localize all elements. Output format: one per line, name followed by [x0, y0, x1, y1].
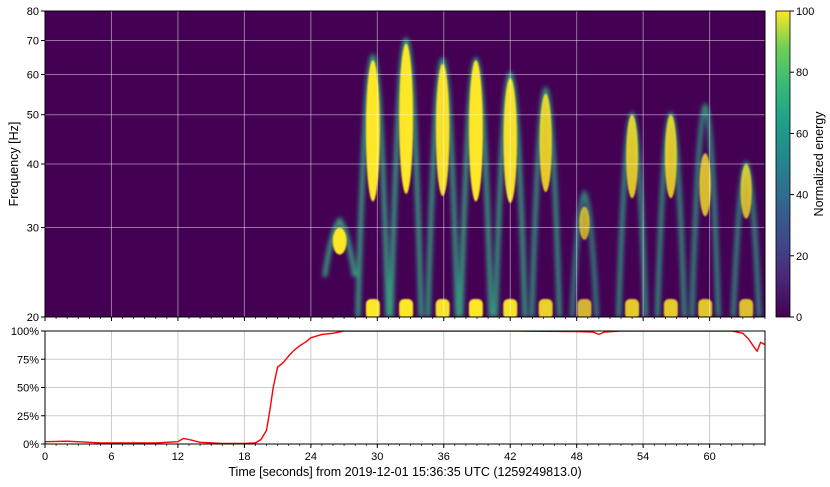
colorbar-gradient: [775, 10, 791, 318]
percentage-line: [45, 331, 765, 444]
spectrogram-low-blob: [468, 299, 483, 317]
feature-glow-layer: [322, 36, 762, 317]
percentage-x-ticks: 0 6 12 18 24 30 36 42 48 54 60: [42, 444, 766, 463]
spectrogram-hotspot: [468, 60, 483, 202]
spectrogram-arch-highlight: [323, 218, 356, 277]
percentage-y-tick-label: 0%: [23, 439, 39, 451]
spectrogram-arch-highlight: [426, 58, 459, 317]
colorbar-ticks: 0 20 40 60 80 100: [790, 6, 814, 324]
spectrogram-arch-highlight: [732, 162, 761, 317]
percentage-y-ticks: 0% 25% 50% 75% 100%: [11, 326, 45, 451]
spectrogram-hotspot: [699, 153, 711, 217]
feature-core-layer: [332, 43, 754, 317]
spectrogram-y-tick-label: 60: [27, 70, 39, 82]
colorbar-tick-label: 80: [796, 67, 808, 79]
spectrogram-y-tick-label: 50: [27, 110, 39, 122]
spectrogram-hotspot: [365, 60, 380, 202]
x-tick-label: 48: [571, 451, 583, 463]
spectrogram-arch-highlight: [690, 104, 720, 317]
spectrogram-arch-highlight: [617, 113, 647, 317]
spectrogram-hotspot: [332, 227, 347, 255]
spectrogram-hotspot: [399, 43, 414, 194]
spectrogram-low-blob: [435, 299, 450, 317]
x-tick-label: 60: [703, 451, 715, 463]
spectrogram-features: [322, 36, 762, 317]
spectrogram-hotspot: [579, 206, 590, 240]
x-tick-label: 6: [108, 451, 114, 463]
spectrogram-y-ticks: 20 30 40 50 60 70 80: [27, 6, 45, 324]
spectrogram-low-blob: [577, 299, 592, 317]
x-tick-label: 24: [305, 451, 317, 463]
percentage-grid: [45, 331, 765, 444]
spectrogram-arch-highlight: [356, 55, 389, 317]
spectrogram-arch-highlight: [571, 191, 598, 317]
colorbar-tick-label: 40: [796, 190, 808, 202]
spectrogram-panel: 20 30 40 50 60 70 80 Frequency [Hz]: [7, 6, 766, 324]
x-tick-label: 54: [637, 451, 649, 463]
spectrogram-hotspot: [503, 78, 518, 203]
spectrogram-low-blob: [365, 299, 380, 317]
spectrogram-hotspot: [435, 63, 450, 197]
colorbar-tick-label: 60: [796, 128, 808, 140]
spectrogram-y-tick-label: 70: [27, 35, 39, 47]
spectrogram-low-blob: [625, 299, 640, 317]
spectrogram-arch-highlight: [530, 88, 561, 317]
spectrogram-hotspot: [740, 164, 752, 219]
spectrogram-y-tick-label: 30: [27, 223, 39, 235]
percentage-y-tick-label: 100%: [11, 326, 39, 338]
x-tick-label: 18: [238, 451, 250, 463]
spectrogram-hotspot: [626, 114, 639, 199]
percentage-y-tick-label: 75%: [17, 354, 39, 366]
x-tick-label: 36: [438, 451, 450, 463]
spectrogram-arch-highlight: [656, 113, 686, 317]
percentage-series: [45, 331, 765, 444]
spectrogram-low-blob: [399, 299, 414, 317]
spectrogram-low-blob: [663, 299, 678, 317]
spectrogram-y-tick-label: 80: [27, 6, 39, 18]
x-tick-label: 30: [371, 451, 383, 463]
spectrogram-low-blob: [538, 299, 553, 317]
spectrogram-hotspot: [539, 93, 552, 192]
colorbar-tick-label: 20: [796, 251, 808, 263]
percentage-y-tick-label: 50%: [17, 383, 39, 395]
x-axis-label: Time [seconds] from 2019-12-01 15:36:35 …: [228, 465, 581, 479]
x-tick-label: 42: [504, 451, 516, 463]
spectrogram-y-axis-label: Frequency [Hz]: [7, 122, 21, 207]
spectrogram-x-ticks: [44, 317, 766, 321]
colorbar-label: Normalized energy: [812, 111, 826, 217]
spectrogram-hotspot: [664, 114, 677, 199]
spectrogram-arch-highlight: [390, 38, 423, 317]
spectrogram-arch-highlight: [494, 72, 526, 317]
colorbar-tick-label: 0: [796, 312, 802, 324]
spectrogram-low-blob: [503, 299, 518, 317]
x-tick-label: 12: [172, 451, 184, 463]
spectrogram-y-tick-label: 20: [27, 312, 39, 324]
spectrogram-arch-highlight: [459, 58, 492, 317]
x-tick-label: 0: [42, 451, 48, 463]
spectrogram-low-blob: [698, 299, 713, 317]
percentage-panel: 0% 25% 50% 75% 100% 0 6 12 18 24 30 36 42 48 54 60 Tim…: [11, 326, 766, 479]
colorbar: 0 20 40 60 80 100 Normalized energy: [775, 6, 826, 324]
spectrogram-grid: [45, 11, 765, 317]
colorbar-tick-label: 100: [796, 6, 814, 18]
spectrogram-y-tick-label: 40: [27, 159, 39, 171]
spectrogram-low-blob: [739, 299, 754, 317]
percentage-y-tick-label: 25%: [17, 411, 39, 423]
